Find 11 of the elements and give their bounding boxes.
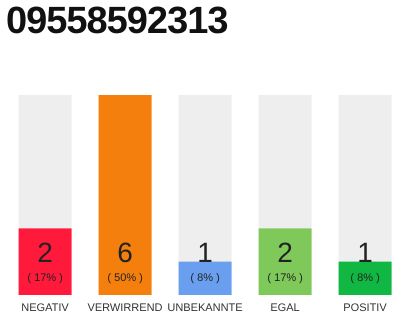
x-tick-label: UNBEKANNTE xyxy=(167,302,243,314)
data-label: 6 ( 50% ) xyxy=(107,237,143,284)
x-tick-label: EGAL xyxy=(270,302,300,314)
x-tick-label: NEGATIV xyxy=(21,302,70,314)
chart-title: 09558592313 xyxy=(6,0,228,43)
data-label: 1 ( 8% ) xyxy=(350,237,380,284)
data-label: 2 ( 17% ) xyxy=(27,237,63,284)
data-label: 1 ( 8% ) xyxy=(190,237,220,284)
x-tick-label: VERWIRREND xyxy=(88,302,163,314)
data-label: 2 ( 17% ) xyxy=(267,237,303,284)
x-tick-label: POSITIV xyxy=(343,302,388,314)
